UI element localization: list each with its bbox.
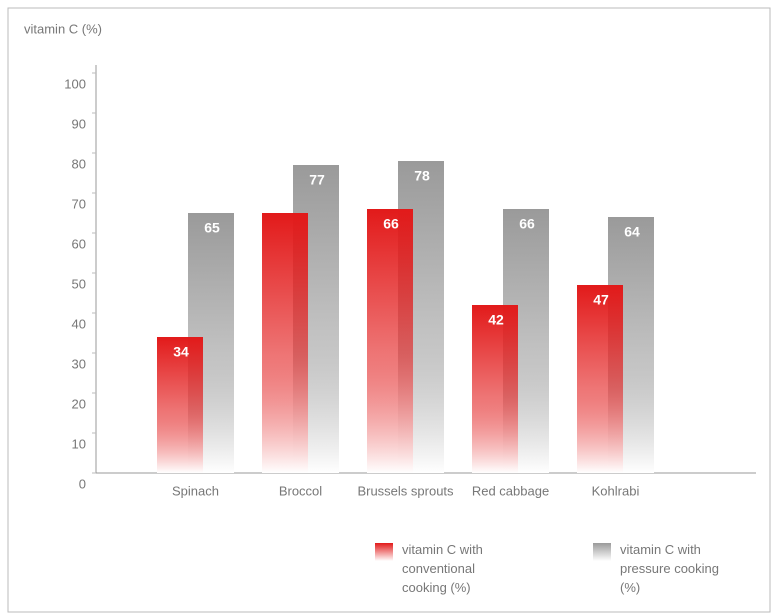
frame bbox=[7, 7, 771, 613]
value-label: 77 bbox=[309, 172, 325, 188]
value-label: 66 bbox=[383, 216, 399, 232]
legend-swatch bbox=[593, 543, 611, 561]
value-label: 78 bbox=[414, 168, 430, 184]
legend-label: vitamin C with conventional cooking (%) bbox=[402, 542, 483, 595]
legend-label: vitamin C with pressure cooking (%) bbox=[620, 542, 719, 595]
y-tick-label: 90 bbox=[72, 116, 86, 131]
bar bbox=[262, 213, 308, 473]
bar bbox=[577, 285, 623, 473]
legend-item: vitamin C with pressure cooking (%) bbox=[593, 540, 733, 597]
y-tick-label: 50 bbox=[72, 276, 86, 291]
y-tick-label: 30 bbox=[72, 356, 86, 371]
value-label: 65 bbox=[204, 220, 220, 236]
bar bbox=[367, 209, 413, 473]
y-tick-label: 20 bbox=[72, 396, 86, 411]
legend-item: vitamin C with conventional cooking (%) bbox=[375, 540, 515, 597]
y-tick-label: 100 bbox=[64, 76, 86, 91]
value-label: 66 bbox=[519, 216, 535, 232]
x-tick-label: Kohlrabi bbox=[592, 483, 640, 498]
value-label: 42 bbox=[488, 312, 504, 328]
y-tick-label: 60 bbox=[72, 236, 86, 251]
y-tick-label: 40 bbox=[72, 316, 86, 331]
y-tick-label: 0 bbox=[79, 476, 86, 491]
x-tick-label: Spinach bbox=[172, 483, 219, 498]
y-tick-label: 10 bbox=[72, 436, 86, 451]
y-tick-label: 80 bbox=[72, 156, 86, 171]
y-axis-label: vitamin C (%) bbox=[24, 21, 102, 36]
x-tick-label: Red cabbage bbox=[472, 483, 549, 498]
value-label: 34 bbox=[173, 344, 189, 360]
x-tick-label: Brussels sprouts bbox=[357, 483, 454, 498]
legend-swatch bbox=[375, 543, 393, 561]
value-label: 47 bbox=[593, 292, 609, 308]
y-tick-label: 70 bbox=[72, 196, 86, 211]
value-label: 64 bbox=[624, 224, 640, 240]
bar bbox=[157, 337, 203, 473]
x-tick-label: Broccol bbox=[279, 483, 322, 498]
bar bbox=[472, 305, 518, 473]
